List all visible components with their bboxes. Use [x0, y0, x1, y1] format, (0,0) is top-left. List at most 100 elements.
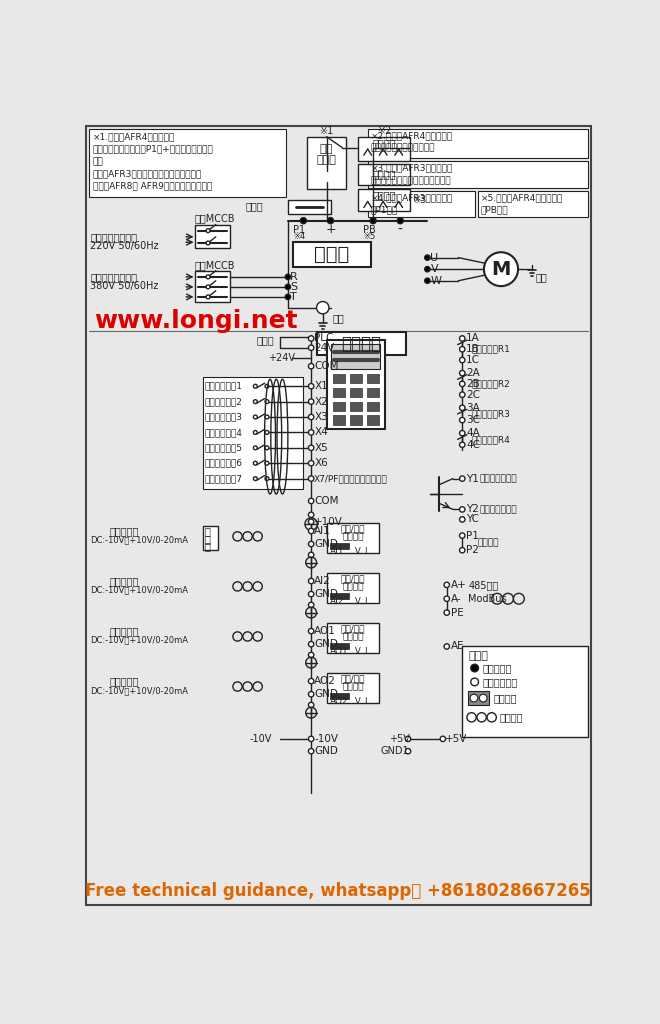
Text: I: I: [364, 597, 366, 606]
Circle shape: [285, 294, 290, 300]
Text: 继电器输出R3: 继电器输出R3: [471, 410, 510, 419]
Text: 继电器输出R1: 继电器输出R1: [471, 345, 510, 353]
Circle shape: [308, 399, 314, 404]
Text: ×5.外框号AFR4及以上机型: ×5.外框号AFR4及以上机型: [481, 194, 563, 202]
Text: ×4.外框号AFR3及以下机型: ×4.外框号AFR3及以下机型: [371, 194, 453, 202]
Text: 1A: 1A: [466, 334, 480, 343]
Circle shape: [308, 602, 314, 607]
Text: 转换开关: 转换开关: [343, 532, 364, 542]
Bar: [88, 129, 286, 197]
Circle shape: [459, 346, 465, 352]
Text: -10V: -10V: [314, 734, 338, 743]
Circle shape: [459, 392, 465, 397]
Circle shape: [459, 336, 465, 341]
Circle shape: [308, 579, 314, 584]
Circle shape: [300, 217, 306, 224]
Text: 电压/电流: 电压/电流: [341, 574, 365, 584]
Text: X3: X3: [314, 412, 328, 422]
Text: 2C: 2C: [466, 390, 480, 399]
Bar: [462, 646, 588, 737]
Circle shape: [484, 252, 518, 286]
Circle shape: [459, 357, 465, 362]
Circle shape: [308, 641, 314, 647]
Bar: [288, 200, 331, 214]
Text: 485通讯: 485通讯: [469, 580, 499, 590]
Circle shape: [424, 279, 430, 284]
Circle shape: [206, 285, 210, 289]
Text: AO1: AO1: [330, 647, 348, 656]
Text: AI2: AI2: [314, 577, 331, 586]
Bar: [350, 388, 362, 397]
Bar: [368, 129, 588, 159]
Circle shape: [253, 415, 257, 419]
Text: X1: X1: [314, 381, 328, 391]
Text: +5V: +5V: [446, 734, 467, 743]
Text: -10V: -10V: [249, 734, 271, 743]
Text: 单相交流电源输入: 单相交流电源输入: [90, 231, 137, 242]
Text: ModBus: ModBus: [469, 594, 507, 604]
Text: 主回路端子: 主回路端子: [482, 664, 512, 673]
Text: 双给电缆: 双给电缆: [500, 713, 523, 722]
Circle shape: [470, 694, 478, 701]
Text: 外接直流电抗器时须将P1和+之间的短路片拆下: 外接直流电抗器时须将P1和+之间的短路片拆下: [92, 144, 213, 154]
Text: A+: A+: [451, 580, 467, 590]
Text: AI2: AI2: [330, 597, 344, 606]
Circle shape: [308, 528, 314, 534]
Text: AO1: AO1: [314, 626, 336, 636]
Text: 模拟量输出: 模拟量输出: [110, 676, 139, 686]
Circle shape: [265, 399, 269, 403]
Text: 转换开关: 转换开关: [343, 683, 364, 692]
Text: YC: YC: [466, 514, 479, 524]
Circle shape: [265, 384, 269, 388]
Circle shape: [253, 384, 257, 388]
Text: 集电极开路输出: 集电极开路输出: [479, 505, 517, 514]
Bar: [203, 525, 218, 550]
Circle shape: [308, 384, 314, 389]
Circle shape: [308, 736, 314, 741]
Text: 图框号AFR3及以下机型不可接直流电抗器: 图框号AFR3及以下机型不可接直流电抗器: [92, 169, 202, 178]
Text: 数字输入端字7: 数字输入端字7: [204, 474, 242, 483]
Text: AO2: AO2: [330, 697, 348, 707]
Text: 模拟量输出: 模拟量输出: [110, 626, 139, 636]
Bar: [367, 388, 380, 397]
Circle shape: [265, 445, 269, 450]
Text: GND: GND: [314, 539, 338, 549]
Circle shape: [459, 406, 465, 411]
Circle shape: [253, 430, 257, 434]
Circle shape: [424, 255, 430, 260]
Circle shape: [206, 241, 210, 245]
Text: 220V 50/60Hz: 220V 50/60Hz: [90, 241, 159, 251]
Bar: [367, 374, 380, 383]
Text: 位: 位: [204, 534, 210, 544]
Text: 数字输入端字2: 数字输入端字2: [204, 397, 242, 407]
Text: 电压/电流: 电压/电流: [341, 675, 365, 683]
Bar: [293, 243, 371, 267]
Text: V: V: [354, 547, 360, 556]
Circle shape: [253, 461, 257, 465]
Text: X5: X5: [314, 442, 328, 453]
Text: +: +: [325, 223, 336, 237]
Circle shape: [459, 476, 465, 481]
Text: 器: 器: [204, 542, 210, 551]
Bar: [350, 374, 362, 383]
Bar: [317, 333, 407, 355]
Text: PB: PB: [363, 225, 376, 234]
Circle shape: [479, 694, 487, 701]
Text: AI1: AI1: [314, 526, 331, 536]
Text: 电抗器: 电抗器: [317, 155, 337, 165]
Circle shape: [440, 736, 446, 741]
Text: 注：: 注：: [92, 157, 104, 166]
Text: 屏蔽电缆: 屏蔽电缆: [493, 693, 517, 703]
Circle shape: [405, 749, 411, 754]
Circle shape: [265, 415, 269, 419]
Text: P1: P1: [294, 225, 306, 234]
Bar: [350, 401, 362, 411]
Text: U: U: [430, 253, 439, 262]
Text: +5V: +5V: [389, 734, 409, 743]
Text: A-: A-: [451, 594, 461, 604]
Text: X7/PF（可兼容脉冲输入）: X7/PF（可兼容脉冲输入）: [314, 474, 388, 483]
Text: Free technical guidance, whatsapp： +8618028667265: Free technical guidance, whatsapp： +8618…: [85, 883, 591, 900]
Text: 4A: 4A: [466, 428, 480, 438]
Circle shape: [308, 461, 314, 466]
Text: COM: COM: [314, 496, 339, 506]
